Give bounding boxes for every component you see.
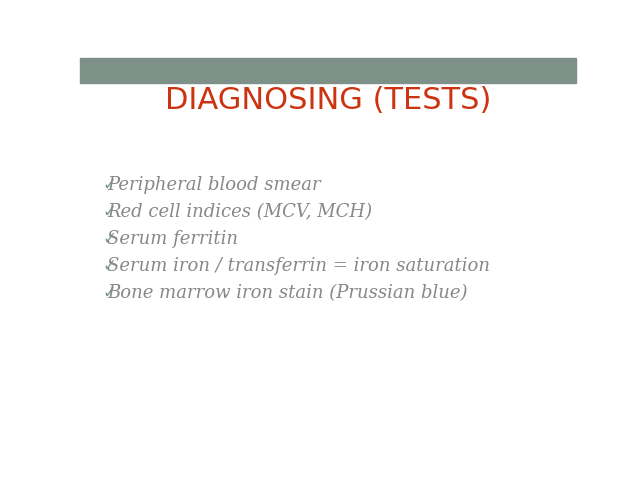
- Text: Serum iron / transferrin = iron saturation: Serum iron / transferrin = iron saturati…: [108, 257, 490, 275]
- Text: ✓: ✓: [102, 284, 116, 302]
- Bar: [80, 58, 576, 83]
- Text: ✓: ✓: [102, 176, 116, 194]
- Text: ✓: ✓: [102, 230, 116, 248]
- Text: Red cell indices (MCV, MCH): Red cell indices (MCV, MCH): [108, 203, 372, 221]
- Text: DIAGNOSING (TESTS): DIAGNOSING (TESTS): [165, 85, 491, 115]
- Text: Peripheral blood smear: Peripheral blood smear: [108, 176, 321, 194]
- Text: Serum ferritin: Serum ferritin: [108, 230, 238, 248]
- Text: ✓: ✓: [102, 257, 116, 275]
- Text: Bone marrow iron stain (Prussian blue): Bone marrow iron stain (Prussian blue): [108, 284, 468, 302]
- Text: ✓: ✓: [102, 203, 116, 221]
